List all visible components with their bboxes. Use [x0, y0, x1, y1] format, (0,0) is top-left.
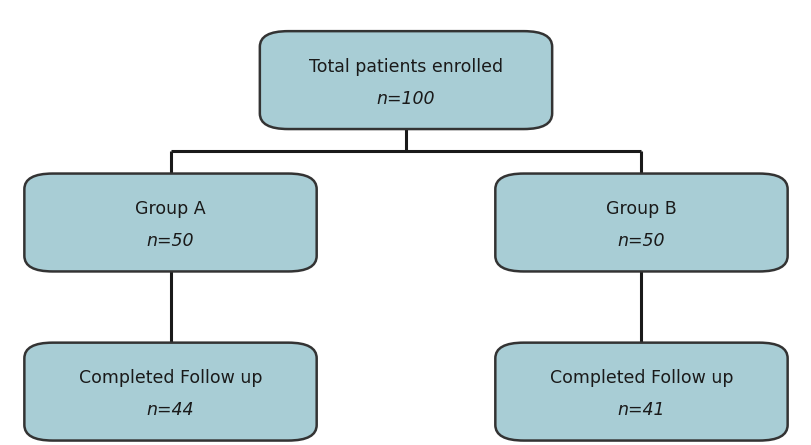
Text: n=41: n=41 [617, 401, 664, 419]
Text: Completed Follow up: Completed Follow up [549, 369, 732, 387]
Text: Completed Follow up: Completed Follow up [79, 369, 262, 387]
FancyBboxPatch shape [24, 174, 316, 271]
FancyBboxPatch shape [260, 31, 551, 129]
FancyBboxPatch shape [495, 343, 787, 441]
Text: n=50: n=50 [147, 232, 194, 250]
Text: n=100: n=100 [376, 90, 435, 108]
Text: n=44: n=44 [147, 401, 194, 419]
Text: n=50: n=50 [617, 232, 664, 250]
FancyBboxPatch shape [495, 174, 787, 271]
FancyBboxPatch shape [24, 343, 316, 441]
Text: Total patients enrolled: Total patients enrolled [308, 58, 503, 76]
Text: Group A: Group A [135, 200, 205, 218]
Text: Group B: Group B [605, 200, 676, 218]
